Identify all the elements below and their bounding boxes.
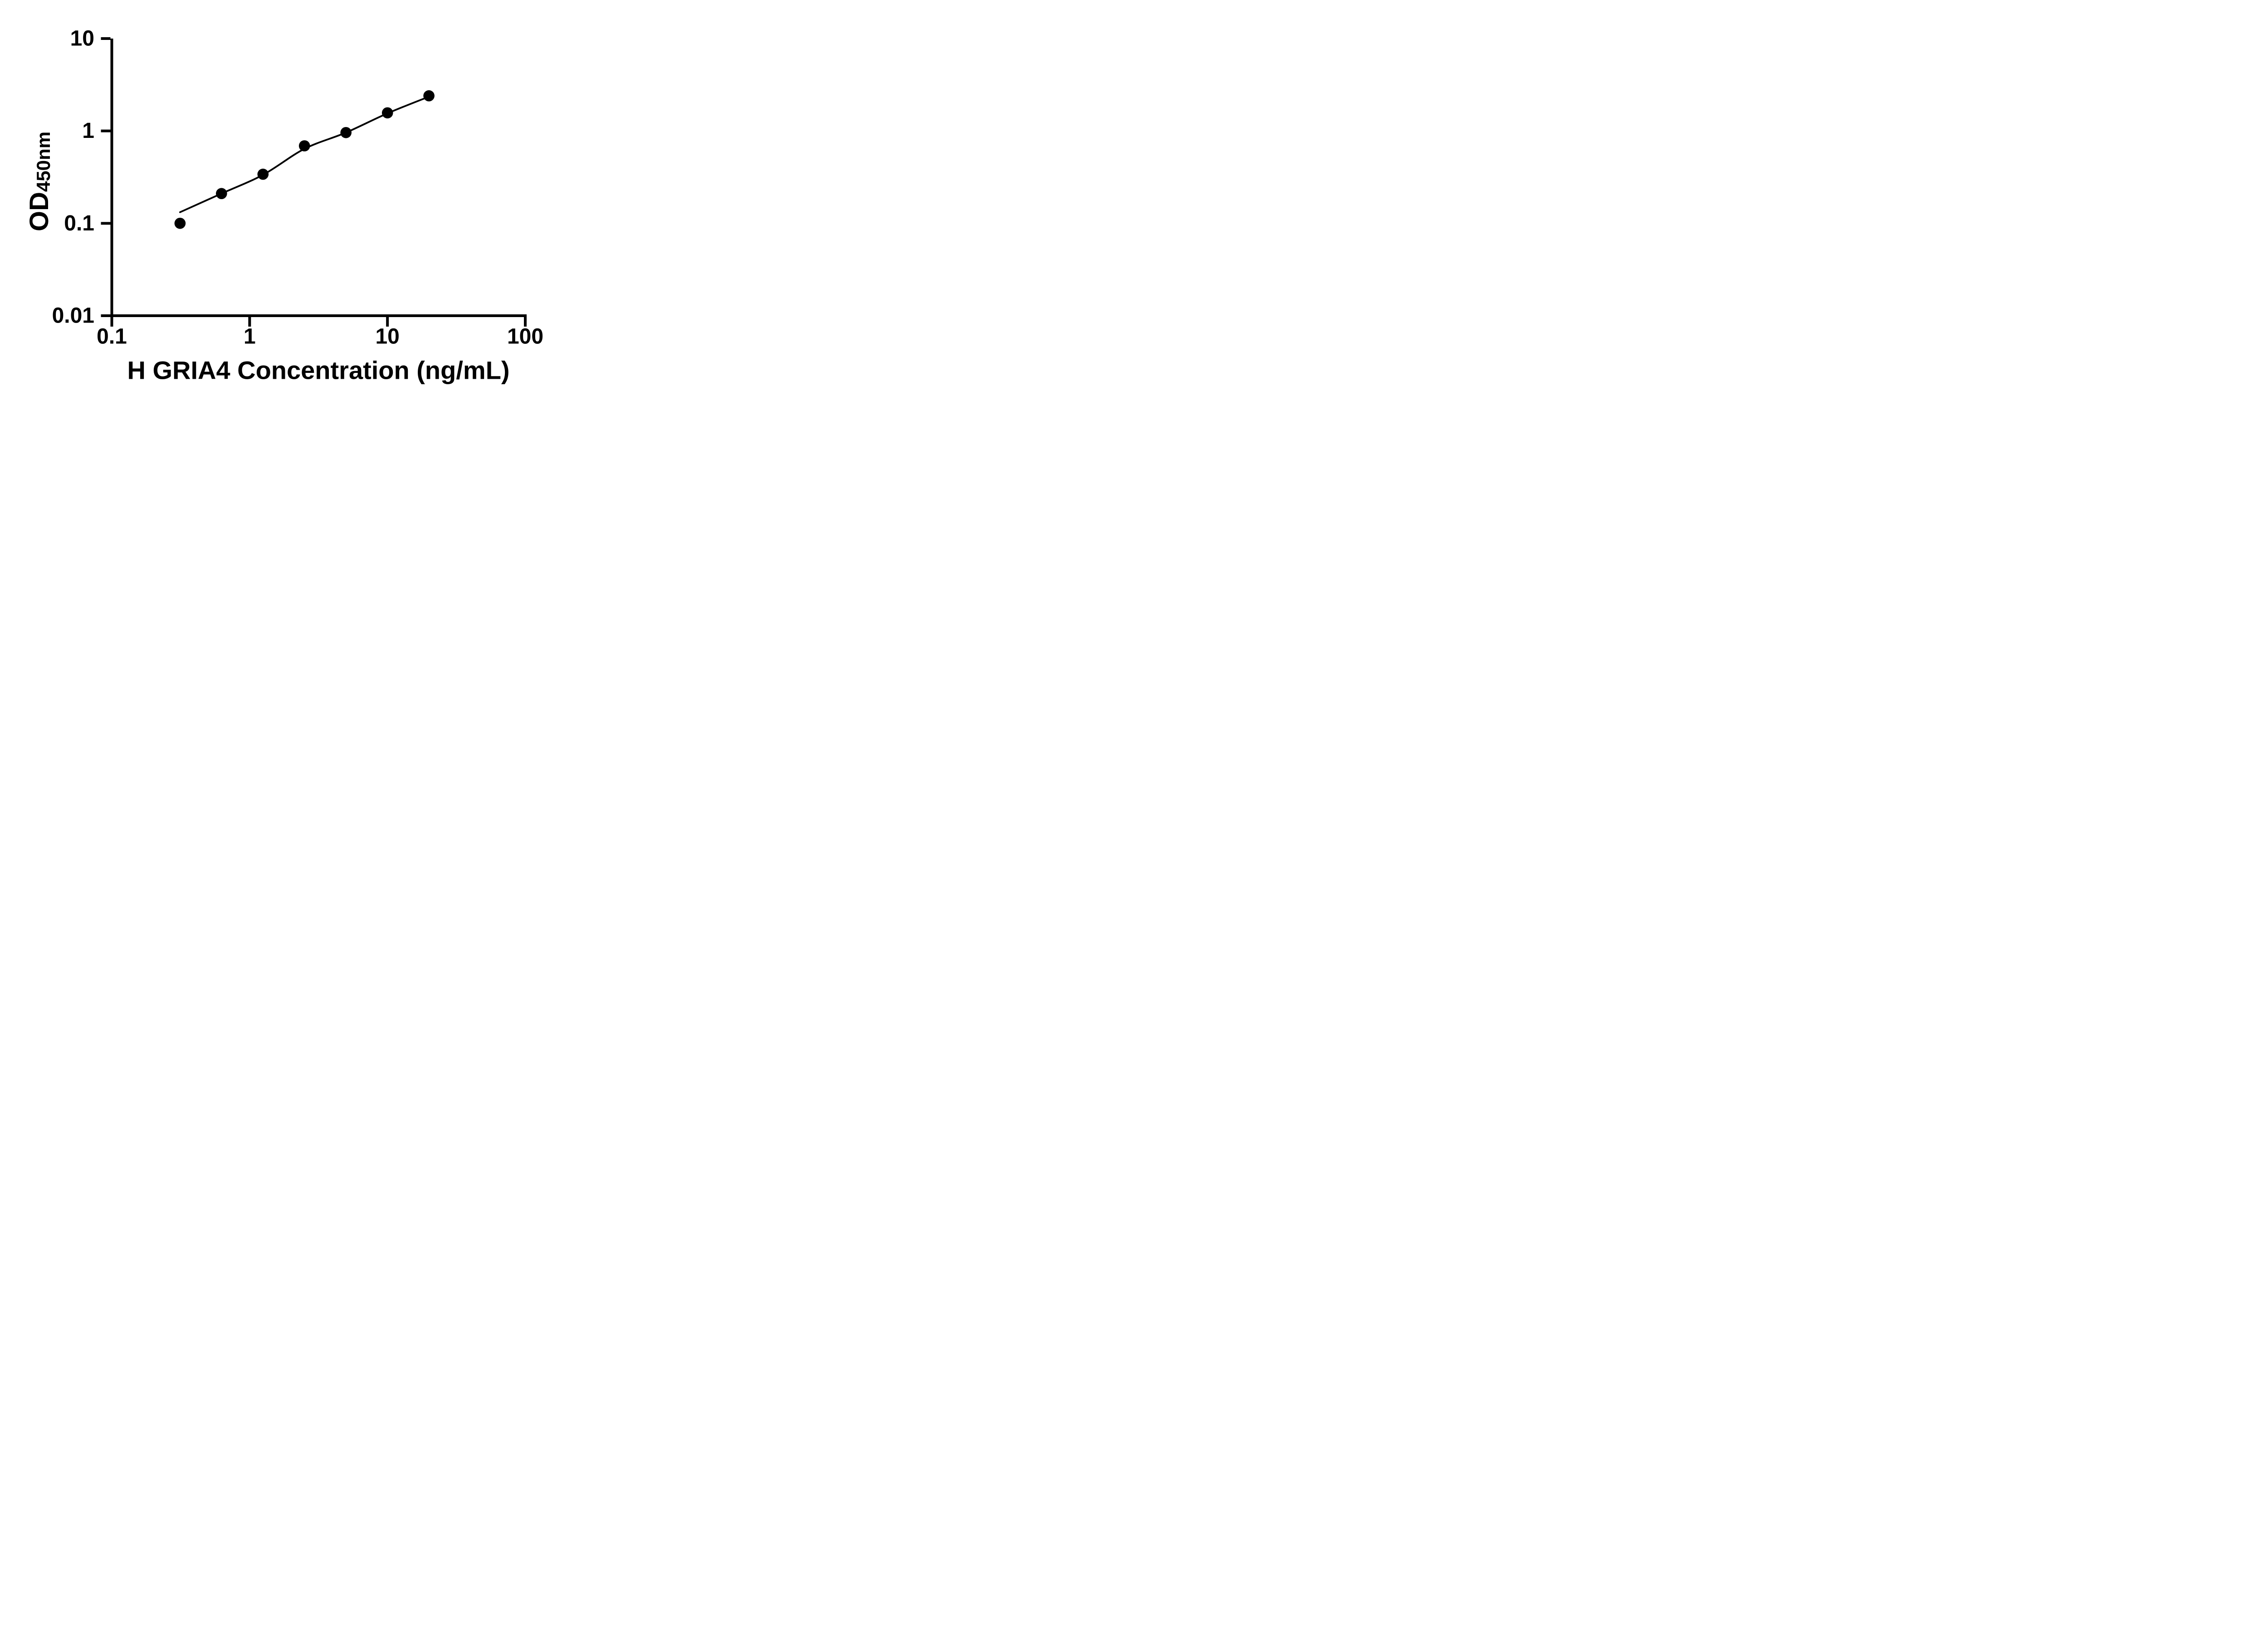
data-point-marker [257, 168, 269, 180]
x-axis-tick-label: 100 [507, 325, 543, 349]
y-axis: 10 1 0.1 0.01 [52, 27, 113, 328]
x-axis-ticks [110, 317, 527, 327]
data-point-marker [340, 127, 352, 138]
data-point-marker [298, 140, 310, 152]
y-axis-tick-label: 10 [70, 27, 94, 51]
data-point-marker [216, 188, 227, 200]
svg-text:OD450nm: OD450nm [24, 132, 54, 231]
x-axis-title: H GRIA4 Concentration (ng/mL) [127, 356, 509, 385]
data-point-marker [423, 90, 435, 102]
x-axis-tick-label: 1 [244, 325, 256, 349]
y-axis-title-subscript: 450nm [33, 132, 54, 192]
data-point-marker [174, 218, 186, 229]
x-axis-tick-label: 10 [375, 325, 399, 349]
data-point-marker [381, 107, 393, 119]
x-axis-tick-labels: 0.1 1 10 100 [97, 325, 543, 349]
y-axis-tick-label: 0.1 [64, 211, 94, 235]
x-axis-tick-label: 0.1 [97, 325, 127, 349]
elisa-standard-curve-figure: 10 1 0.1 0.01 0.1 1 10 100 H GRIA4 Concentrati… [0, 0, 583, 408]
y-axis-ticks [101, 37, 111, 317]
y-axis-tick-label: 1 [82, 119, 94, 143]
y-axis-title: OD450nm [24, 132, 54, 231]
y-axis-tick-label: 0.01 [52, 304, 94, 328]
x-axis: 0.1 1 10 100 [97, 314, 543, 349]
y-axis-title-main: OD [24, 192, 54, 231]
data-points [174, 90, 435, 229]
y-axis-tick-labels: 10 1 0.1 0.01 [52, 27, 94, 328]
